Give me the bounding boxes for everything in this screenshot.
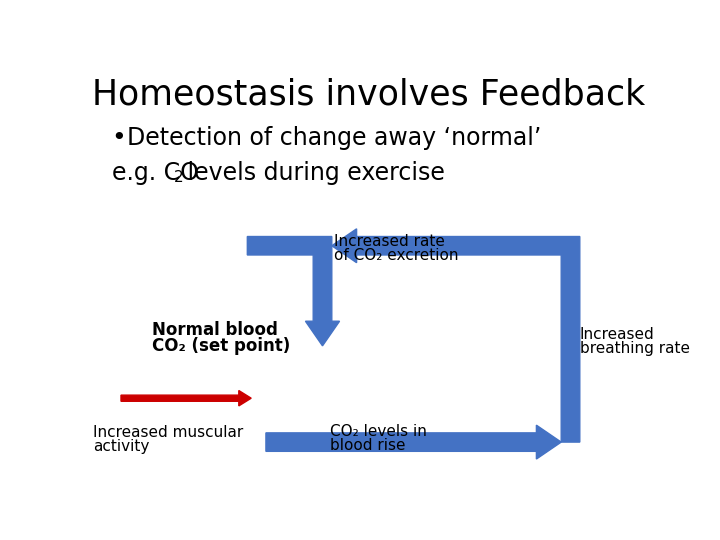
Text: e.g. CO: e.g. CO [112,160,199,185]
Text: CO₂ levels in: CO₂ levels in [330,424,427,439]
Text: Increased: Increased [580,327,654,342]
Text: CO₂ (set point): CO₂ (set point) [152,337,290,355]
Text: Increased rate: Increased rate [334,234,445,249]
Polygon shape [266,425,561,459]
Text: Detection of change away ‘normal’: Detection of change away ‘normal’ [127,126,541,150]
Text: Normal blood: Normal blood [152,321,278,340]
Text: 2: 2 [174,171,184,186]
Polygon shape [248,237,340,346]
Text: levels during exercise: levels during exercise [180,160,445,185]
Polygon shape [332,229,580,442]
Text: of CO₂ excretion: of CO₂ excretion [334,248,459,264]
Polygon shape [121,390,251,406]
Text: •: • [112,126,127,150]
Text: Increased muscular: Increased muscular [93,424,243,440]
Text: blood rise: blood rise [330,438,406,454]
Text: activity: activity [93,439,150,454]
Text: breathing rate: breathing rate [580,341,690,356]
Text: Homeostasis involves Feedback: Homeostasis involves Feedback [92,77,646,111]
